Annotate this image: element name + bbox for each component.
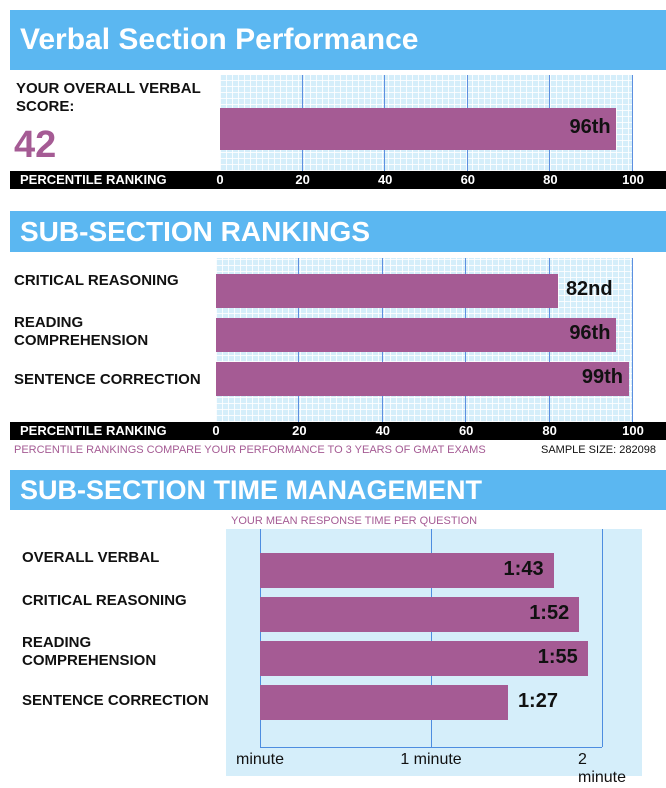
subsection-percentile-plot: 82nd 96th 99th [216, 258, 633, 422]
category-label-critical-reasoning: CRITICAL REASONING [14, 272, 179, 289]
axis-tick-label: 20 [295, 172, 310, 187]
time-bar-2 [260, 597, 580, 632]
axis-tick-label: 100 [622, 423, 644, 438]
axis-tick-label: 0 [212, 423, 220, 438]
gridline [632, 75, 633, 171]
mean-response-time-title: YOUR MEAN RESPONSE TIME PER QUESTION [231, 515, 478, 527]
bar-2 [216, 318, 617, 352]
time-axis-tick: minute [235, 751, 285, 768]
axis-tick-label: 80 [543, 172, 558, 187]
time-management-plot: 1:43 1:52 1:55 1:27 minute 1 minute 2 minute [226, 529, 642, 786]
overall-verbal-score-label: YOUR OVERALL VERBAL SCORE: [16, 80, 201, 115]
percentile-axis-1: PERCENTILE RANKING 0 20 40 60 80 100 [10, 171, 666, 189]
bar-value-label: 96th [569, 322, 611, 344]
time-value-label: 1:43 [503, 558, 544, 580]
time-label-reading-comprehension: READING COMPREHENSION [22, 634, 157, 669]
bar-3 [216, 362, 629, 396]
subsection-rankings-title: SUB-SECTION RANKINGS [20, 216, 371, 247]
time-value-label: 1:27 [517, 690, 558, 712]
percentile-axis-title: PERCENTILE RANKING [20, 423, 167, 438]
time-bar-4 [260, 685, 508, 720]
verbal-section-banner: Verbal Section Performance [10, 10, 666, 70]
axis-tick-label: 20 [292, 423, 307, 438]
bar-1 [216, 274, 558, 308]
time-label-critical-reasoning: CRITICAL REASONING [22, 592, 187, 609]
axis-tick-label: 60 [460, 172, 476, 187]
axis-tick-label: 60 [458, 423, 474, 438]
overall-percentile-plot: 96th [220, 75, 633, 171]
time-gridline [260, 529, 261, 747]
time-management-title: SUB-SECTION TIME MANAGEMENT [20, 475, 482, 505]
percentile-axis-title: PERCENTILE RANKING [20, 172, 167, 187]
subsection-rankings-banner: SUB-SECTION RANKINGS [10, 211, 666, 252]
axis-tick-label: 100 [622, 172, 644, 187]
axis-tick-label: 40 [377, 172, 393, 187]
time-bar-3 [260, 641, 588, 676]
time-gridline [602, 529, 603, 747]
bar-value-label: 99th [581, 366, 623, 388]
axis-tick-label: 80 [542, 423, 557, 438]
time-axis-tick: 2 minute [577, 751, 627, 786]
category-label-reading-comprehension: READING COMPREHENSION [14, 314, 149, 349]
time-management-banner: SUB-SECTION TIME MANAGEMENT [10, 470, 666, 510]
bar-value-label: 82nd [565, 278, 613, 300]
category-label-sentence-correction: SENTENCE CORRECTION [14, 371, 201, 388]
time-gridline [431, 529, 432, 747]
overall-verbal-score: 42 [14, 124, 57, 166]
time-axis-tick: 1 minute [400, 751, 462, 768]
bar-value-label: 96th [569, 116, 611, 138]
percentile-axis-2: PERCENTILE RANKING 0 20 40 60 80 100 [10, 422, 666, 440]
time-label-overall-verbal: OVERALL VERBAL [22, 549, 160, 566]
sample-size: SAMPLE SIZE: 282098 [541, 444, 656, 456]
axis-tick-label: 0 [216, 172, 224, 187]
time-label-sentence-correction: SENTENCE CORRECTION [22, 692, 209, 709]
percentile-footnote: PERCENTILE RANKINGS COMPARE YOUR PERFORM… [14, 444, 486, 456]
time-bar-1 [260, 553, 554, 588]
time-value-label: 1:55 [537, 646, 578, 668]
verbal-section-title: Verbal Section Performance [20, 23, 419, 56]
time-value-label: 1:52 [529, 602, 570, 624]
gridline [632, 258, 633, 422]
time-baseline [260, 747, 602, 748]
axis-tick-label: 40 [375, 423, 391, 438]
bar-1 [220, 108, 617, 150]
